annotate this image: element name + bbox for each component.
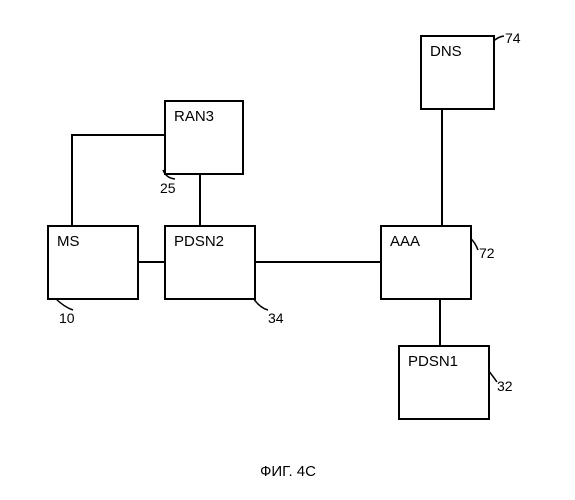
- node-label: RAN3: [174, 108, 214, 125]
- node-label: MS: [57, 233, 80, 250]
- node-pdsn1: PDSN1: [398, 345, 490, 420]
- figure-caption: ФИГ. 4C: [260, 463, 316, 480]
- ref-number-ran3: 25: [160, 180, 176, 196]
- ref-text: 34: [268, 310, 284, 326]
- node-ms: MS: [47, 225, 139, 300]
- ref-text: 10: [59, 310, 75, 326]
- ref-text: 32: [497, 378, 513, 394]
- node-label: PDSN1: [408, 353, 458, 370]
- ref-text: 25: [160, 180, 176, 196]
- caption-text: ФИГ. 4C: [260, 463, 316, 480]
- node-dns: DNS: [420, 35, 495, 110]
- ref-number-aaa: 72: [479, 245, 495, 261]
- ref-text: 74: [505, 30, 521, 46]
- ref-number-pdsn1: 32: [497, 378, 513, 394]
- ref-number-dns: 74: [505, 30, 521, 46]
- edge: [72, 135, 164, 225]
- node-ran3: RAN3: [164, 100, 244, 175]
- node-label: AAA: [390, 233, 420, 250]
- node-label: PDSN2: [174, 233, 224, 250]
- ref-number-pdsn2: 34: [268, 310, 284, 326]
- node-pdsn2: PDSN2: [164, 225, 256, 300]
- network-diagram: MS RAN3 PDSN2 AAA PDSN1 DNS 10 25 34 72 …: [0, 0, 575, 500]
- ref-number-ms: 10: [59, 310, 75, 326]
- ref-text: 72: [479, 245, 495, 261]
- node-label: DNS: [430, 43, 462, 60]
- node-aaa: AAA: [380, 225, 472, 300]
